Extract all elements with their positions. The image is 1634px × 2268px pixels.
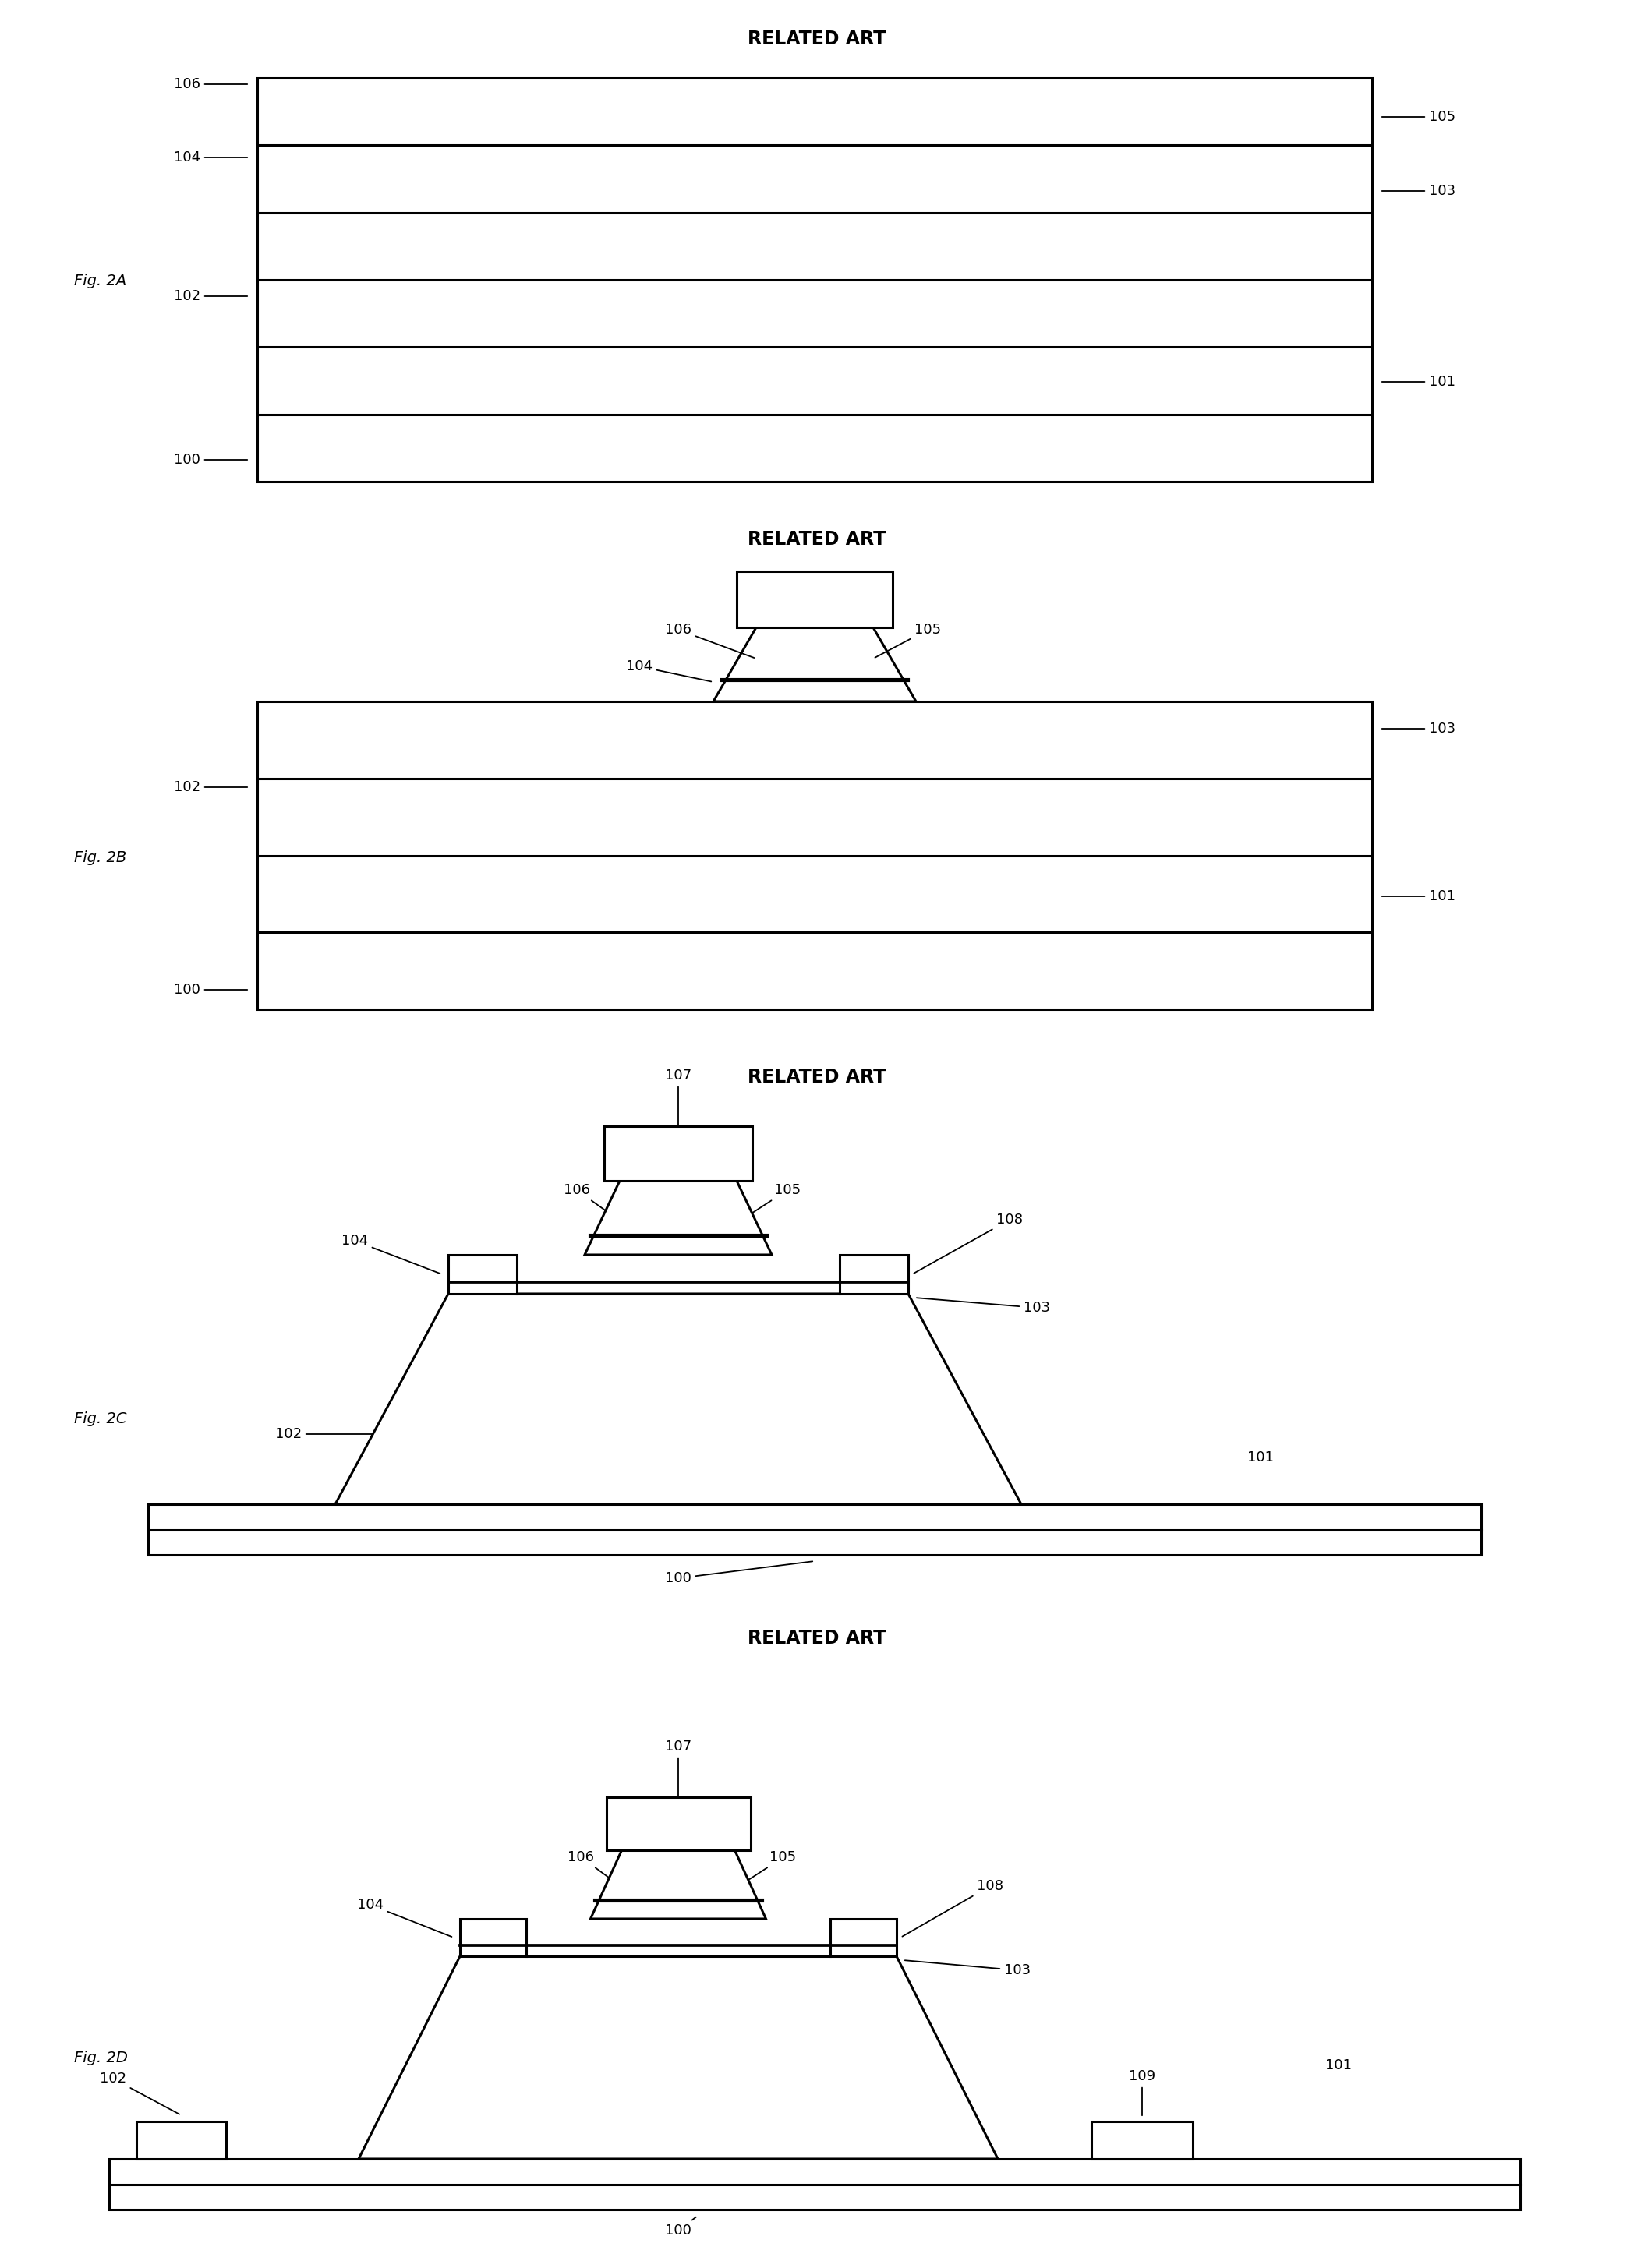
Polygon shape <box>335 1293 1021 1504</box>
Text: 104: 104 <box>342 1234 440 1275</box>
Text: 103: 103 <box>1382 721 1456 735</box>
Text: RELATED ART: RELATED ART <box>748 1068 886 1086</box>
Text: 101: 101 <box>1382 374 1456 388</box>
Text: RELATED ART: RELATED ART <box>748 29 886 48</box>
Text: 106: 106 <box>564 1184 629 1227</box>
Polygon shape <box>358 1957 998 2159</box>
Bar <box>840 1254 909 1293</box>
Text: 103: 103 <box>905 1960 1031 1978</box>
Text: 102: 102 <box>173 288 247 304</box>
Text: 102: 102 <box>100 2071 180 2114</box>
Polygon shape <box>590 1851 766 1919</box>
Text: 106: 106 <box>569 1851 629 1892</box>
Text: 108: 108 <box>913 1213 1023 1272</box>
Bar <box>136 2121 225 2159</box>
Text: 100: 100 <box>665 2218 696 2239</box>
Bar <box>830 1919 897 1957</box>
Text: 107: 107 <box>801 574 828 596</box>
Text: 107: 107 <box>665 1740 691 1821</box>
Text: 101: 101 <box>1247 1452 1275 1465</box>
Text: 101: 101 <box>1325 2059 1351 2073</box>
Bar <box>737 572 892 628</box>
Bar <box>606 1796 750 1851</box>
Text: Fig. 2A: Fig. 2A <box>74 272 126 288</box>
Text: 106: 106 <box>173 77 247 91</box>
Text: 100: 100 <box>173 454 247 467</box>
Bar <box>1092 2121 1193 2159</box>
Text: 103: 103 <box>1382 184 1456 197</box>
Text: 104: 104 <box>356 1898 451 1937</box>
Polygon shape <box>585 1182 771 1254</box>
Text: 105: 105 <box>729 1851 796 1894</box>
Text: 104: 104 <box>626 660 711 680</box>
Text: 104: 104 <box>173 150 247 166</box>
Bar <box>448 1254 516 1293</box>
Bar <box>605 1127 752 1182</box>
Text: Fig. 2C: Fig. 2C <box>74 1411 127 1427</box>
Bar <box>109 2159 1520 2209</box>
Text: 100: 100 <box>173 982 247 998</box>
Bar <box>149 1504 1480 1556</box>
Text: 108: 108 <box>902 1880 1003 1937</box>
Text: 107: 107 <box>665 1068 691 1152</box>
Text: 105: 105 <box>1382 109 1456 125</box>
Text: Fig. 2D: Fig. 2D <box>74 2050 127 2064</box>
Bar <box>459 1919 526 1957</box>
Text: 109: 109 <box>1129 2068 1155 2116</box>
Text: 103: 103 <box>917 1297 1051 1315</box>
Text: RELATED ART: RELATED ART <box>748 531 886 549</box>
Text: RELATED ART: RELATED ART <box>748 1628 886 1647</box>
Text: 100: 100 <box>665 1560 812 1585</box>
Text: Fig. 2B: Fig. 2B <box>74 850 126 864</box>
Bar <box>257 701 1373 1009</box>
Text: 102: 102 <box>173 780 247 794</box>
Polygon shape <box>714 628 917 701</box>
Text: 105: 105 <box>876 624 941 658</box>
Text: 106: 106 <box>665 624 755 658</box>
Bar <box>257 77 1373 481</box>
Text: 105: 105 <box>729 1184 801 1227</box>
Text: 102: 102 <box>275 1427 373 1440</box>
Text: 101: 101 <box>1382 889 1456 903</box>
